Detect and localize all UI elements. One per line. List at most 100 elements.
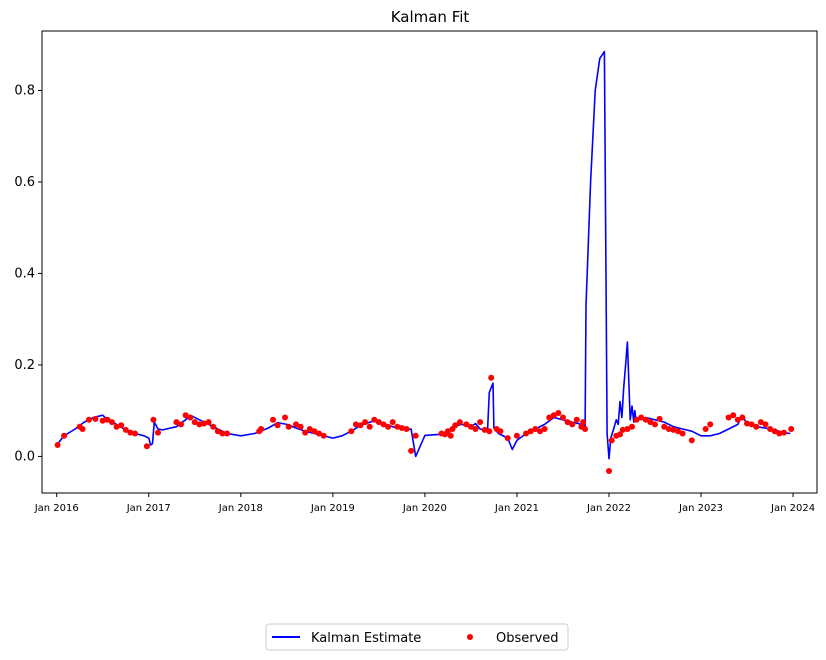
observed-point [357,422,364,429]
x-tick-label: Jan 2023 [678,503,723,514]
observed-point [178,421,184,428]
y-tick-label: 0.6 [14,175,35,190]
observed-point [537,428,543,435]
observed-point [541,426,548,432]
observed-point [467,423,474,430]
observed-point [270,416,276,423]
observed-point [99,417,106,424]
observed-point [647,419,654,426]
x-tick-label: Jan 2024 [770,503,815,514]
observed-point [702,426,709,432]
observed-point [771,428,778,435]
observed-point [118,422,125,429]
observed-point [371,416,378,423]
observed-point [362,419,369,426]
observed-point [191,419,198,426]
x-tick-label: Jan 2018 [218,503,263,514]
observed-point [452,422,459,429]
y-tick-label: 0.8 [14,83,35,98]
observed-point [477,419,484,426]
observed-point [214,428,221,435]
observed-point [488,374,495,381]
observed-point [398,425,405,431]
observed-point [352,421,359,428]
observed-point [762,421,769,428]
observed-point [608,437,615,444]
observed-point [757,419,764,426]
observed-point [560,414,566,421]
observed-point [456,419,463,426]
observed-point [573,416,580,423]
observed-point [311,428,318,435]
observed-point [744,420,750,427]
x-tick-label: Jan 2021 [494,503,539,514]
observed-point [122,426,129,433]
x-tick-label: Jan 2016 [34,503,79,514]
legend-label-observed: Observed [496,631,559,646]
observed-point [219,430,226,437]
observed-point [707,421,714,428]
legend-box [265,623,569,651]
observed-point [127,429,134,436]
observed-point [472,426,479,432]
observed-point [580,419,587,426]
observed-point [486,428,493,435]
observed-point [258,426,265,432]
observed-point [143,443,150,450]
observed-point [748,421,755,428]
observed-point [182,412,189,419]
observed-point [513,432,520,439]
observed-point [109,419,115,426]
legend-label-kalman-estimate: Kalman Estimate [311,631,421,646]
observed-point [403,426,410,432]
y-tick-label: 0.2 [14,358,35,373]
observed-point [205,419,212,426]
observed-point [447,432,454,439]
observed-point [739,414,746,421]
observed-point [582,426,589,432]
observed-point [196,421,203,428]
observed-point [527,428,534,435]
observed-point [104,416,111,423]
observed-point [661,423,668,430]
observed-point [606,468,612,474]
observed-point [546,414,553,421]
observed-point [306,426,313,432]
observed-point [285,423,292,430]
observed-point [555,410,562,416]
observed-point [132,430,138,437]
x-tick-label: Jan 2019 [310,503,355,514]
observed-point [564,419,571,426]
observed-point [394,423,401,430]
observed-point [675,428,681,435]
observed-point [788,426,795,432]
observed-point [173,419,180,426]
observed-point [210,423,217,430]
observed-point [444,428,451,435]
observed-point [624,426,631,432]
observed-point [633,416,640,423]
chart-title: Kalman Fit [391,8,470,26]
observed-point [113,423,120,430]
observed-point [224,430,230,437]
observed-point [619,426,626,433]
y-tick-label: 0.4 [14,266,35,281]
observed-point [348,428,355,435]
observed-point [642,416,649,423]
x-tick-label: Jan 2017 [126,503,171,514]
legend-dot-swatch [467,634,473,640]
observed-point [688,437,695,444]
observed-point [155,429,161,436]
observed-point [734,416,741,423]
axis-ticks: 0.0 0.2 0.4 0.6 0.8 Jan 2016 Jan 2017 Jan 2018 J… [14,83,815,514]
observed-point [92,415,99,422]
observed-point [550,412,557,419]
observed-point [385,423,392,430]
observed-point [679,430,686,437]
observed-point [375,419,382,426]
observed-point [61,432,68,439]
plot-area [54,50,795,474]
observed-point [389,419,396,426]
